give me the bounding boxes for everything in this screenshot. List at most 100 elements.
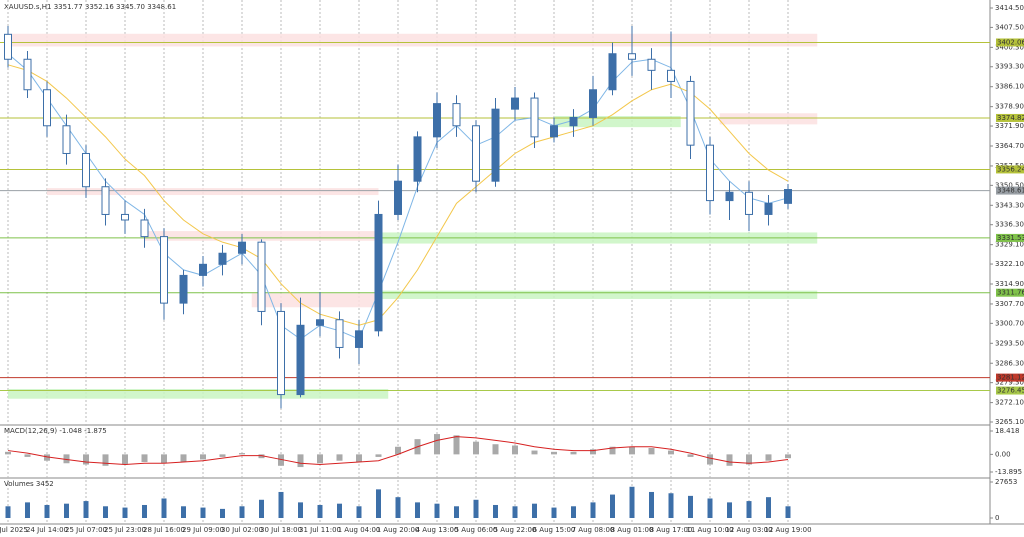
y-tick-label: 3393.30 (995, 63, 1024, 71)
x-tick-label: 7 Aug 08:00 (572, 526, 615, 534)
candle-body (511, 97, 519, 110)
volume-bar (337, 503, 342, 518)
volume-bar (64, 503, 69, 518)
candle-body (316, 319, 324, 326)
y-tick-label: 3293.50 (995, 339, 1024, 347)
level-label: 3331.53 (997, 234, 1024, 242)
candle-body (257, 241, 266, 312)
volume-bar (532, 503, 537, 518)
candle-body (394, 180, 402, 215)
volume-bar (239, 506, 245, 518)
y-tick-label: 3272.10 (995, 399, 1024, 407)
macd-bar (356, 454, 362, 462)
candle-body (238, 241, 246, 254)
macd-bar (473, 441, 479, 455)
macd-bar (531, 450, 538, 455)
volume-bar (493, 504, 498, 518)
macd-bar (180, 454, 187, 462)
x-tick-label: 31 Jul 11:00 (299, 526, 341, 534)
x-tick-label: 28 Jul 16:00 (143, 526, 185, 534)
volume-bar (707, 498, 713, 518)
macd-bar (434, 434, 440, 455)
macd-bar (239, 453, 245, 455)
macd-bar (258, 454, 265, 459)
x-tick-label: 25 Jul 07:00 (65, 526, 107, 534)
macd-signal (7, 436, 789, 466)
volume-bar (551, 507, 557, 518)
volume-bar (727, 502, 732, 518)
candle-body (199, 263, 207, 276)
candle-body (784, 189, 792, 204)
zone (251, 293, 379, 308)
macd-bar (765, 454, 772, 461)
x-tick-label: 30 Jul 18:00 (260, 526, 302, 534)
volume-bar (5, 506, 11, 518)
macd-bar (785, 454, 791, 459)
volume-bar (200, 507, 206, 518)
candle-body (374, 213, 383, 332)
volume-bar (668, 493, 674, 518)
macd-bar (200, 454, 206, 460)
candle-body (179, 274, 188, 304)
candle-body (296, 324, 305, 396)
macd-bar (161, 454, 167, 464)
level-badge (996, 165, 1024, 174)
y-tick-label: 0 (995, 514, 999, 522)
macd-bar (726, 454, 733, 466)
level-label: 3311.76 (997, 289, 1024, 297)
macd-bar (687, 454, 694, 457)
volume-bar (649, 491, 654, 518)
x-tick-label: 1 Aug 04:00 (338, 526, 381, 534)
volume-bar (220, 508, 225, 518)
candle-body (667, 69, 675, 82)
candle-body (355, 330, 363, 348)
volume-bar (610, 494, 615, 518)
x-tick-label: 8 Aug 17:00 (650, 526, 693, 534)
candle-body (569, 116, 578, 127)
macd-bar (83, 454, 89, 465)
volume-bar (103, 506, 108, 518)
volume-bar (83, 501, 89, 518)
candle-body (433, 103, 441, 138)
zone (144, 231, 379, 241)
y-tick-label: 3350.50 (995, 181, 1024, 189)
x-tick-label: 5 Aug 22:00 (494, 526, 537, 534)
y-tick-label: 3279.30 (995, 379, 1024, 387)
level-badge (996, 373, 1024, 382)
x-tick-label: 11 Aug 10:00 (686, 526, 733, 534)
level-badge (996, 288, 1024, 297)
macd-bar (44, 454, 50, 461)
candle-body (101, 186, 110, 215)
x-tick-label: 6 Aug 15:00 (533, 526, 576, 534)
macd-bar (648, 448, 655, 455)
macd-bar (102, 454, 109, 466)
y-tick-label: 3265.10 (995, 418, 1024, 426)
zone (378, 290, 818, 299)
macd-bar (141, 454, 148, 462)
y-tick-label: 3386.10 (995, 83, 1024, 91)
volume-bar (629, 486, 635, 518)
y-tick-label: 3364.70 (995, 142, 1024, 150)
level-label: 3276.45 (997, 387, 1024, 395)
y-tick-label: 3300.70 (995, 319, 1024, 327)
y-tick-label: 3322.10 (995, 260, 1024, 268)
candle-body (706, 144, 714, 202)
volume-bar (25, 502, 30, 518)
volume-bar (766, 497, 771, 518)
macd-bar (336, 454, 343, 461)
y-tick-label: 3400.30 (995, 43, 1024, 51)
candle-body (160, 236, 168, 304)
y-tick-label: -13.895 (995, 468, 1022, 476)
macd-bar (453, 435, 460, 455)
y-tick-label: 3414.50 (995, 4, 1024, 12)
macd-bar (5, 451, 11, 455)
candle-body (589, 89, 597, 118)
macd-bar (492, 444, 499, 455)
level-badge (996, 233, 1024, 242)
x-tick-label: 8 Aug 01:00 (611, 526, 654, 534)
volume-bar (688, 495, 693, 518)
candle-body (452, 103, 461, 127)
zone (719, 113, 818, 125)
candle-body (745, 191, 753, 215)
